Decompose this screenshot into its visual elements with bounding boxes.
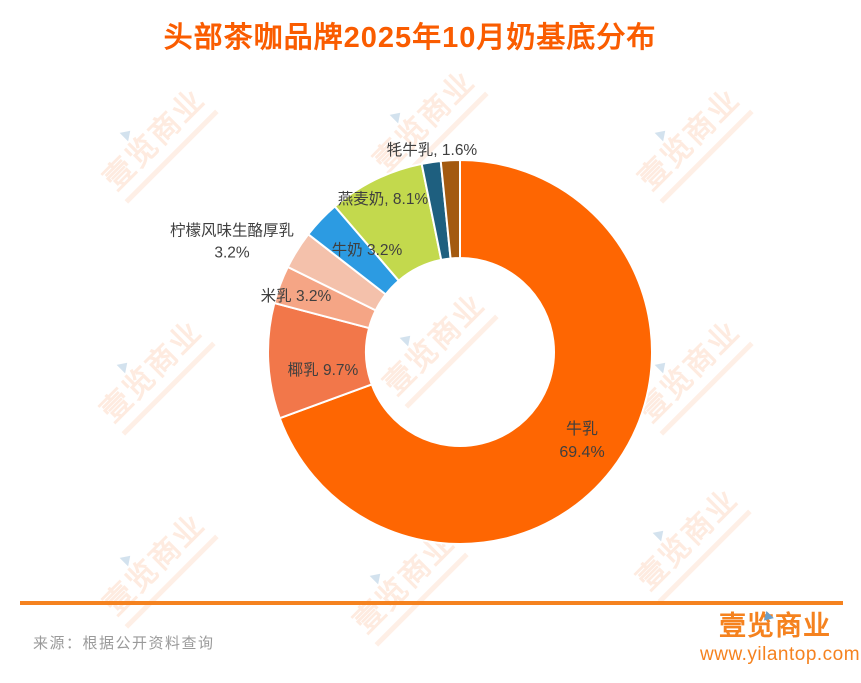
pie-slice-unlabeled-7 xyxy=(439,159,461,260)
slice-label-lemon-cheese-milk: 柠檬风味生酪厚乳 3.2% xyxy=(169,222,295,262)
slice-label-coconut-milk: 椰乳 9.7% xyxy=(287,361,359,379)
brand-logo-text: 壹览商业 xyxy=(719,611,831,641)
slice-label-milk: 牛奶 3.2% xyxy=(331,241,403,259)
chart-title: 头部茶咖品牌2025年10月奶基底分布 xyxy=(163,22,657,54)
slice-label-rice-milk: 米乳 3.2% xyxy=(260,287,332,305)
slice-label-oat-milk: 燕麦奶, 8.1% xyxy=(337,190,429,208)
source-text: 来源：根据公开资料查询 xyxy=(33,635,215,652)
pie-slice-牛乳 xyxy=(278,159,653,545)
footer-divider xyxy=(20,601,843,605)
donut-slices-group xyxy=(267,159,653,545)
brand-logo: 壹览商业 www.yilantop.com xyxy=(700,610,861,666)
slice-label-yak-milk: 牦牛乳, 1.6% xyxy=(386,141,478,159)
slice-label-raw-milk: 牛乳 69.4% xyxy=(559,420,605,461)
brand-logo-url: www.yilantop.com xyxy=(700,644,861,666)
